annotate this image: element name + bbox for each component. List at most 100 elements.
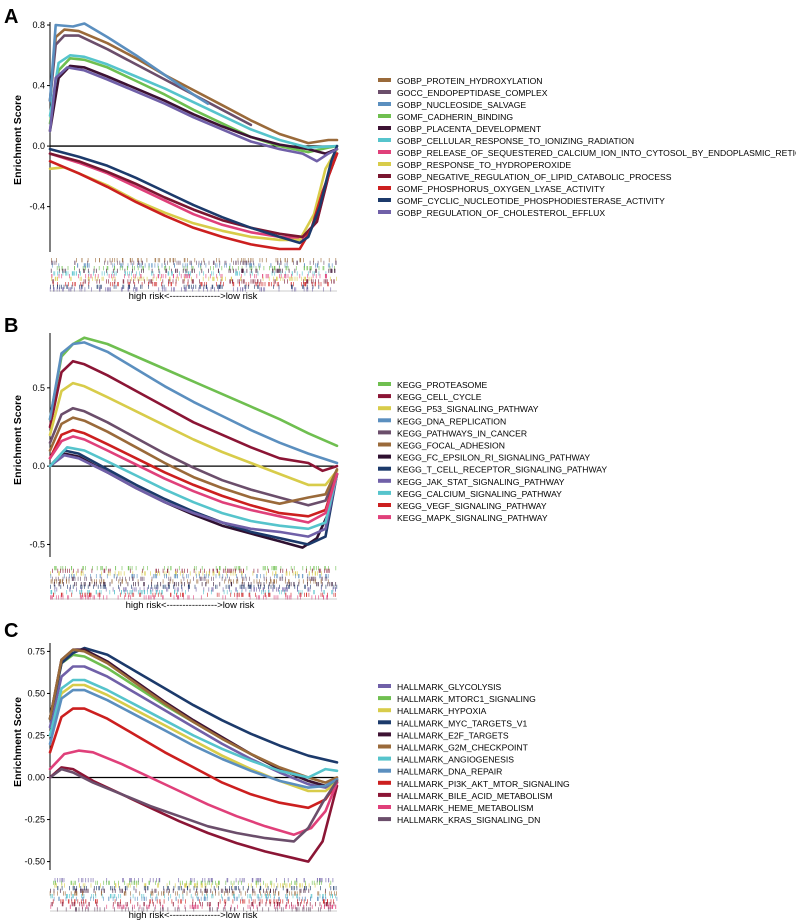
y-axis-label: Enrichment Score: [12, 95, 24, 185]
rug-strip-c: [49, 878, 338, 912]
legend-swatch: [378, 817, 391, 822]
legend-swatch: [378, 102, 391, 106]
y-tick-label: 0.50: [27, 688, 45, 698]
legend-label: GOCC_ENDOPEPTIDASE_COMPLEX: [397, 88, 548, 98]
series-line-gobp-cellular-response-to-ionizing-radiation: [48, 54, 339, 149]
legend-swatch: [378, 114, 391, 118]
legend-label: GOBP_REGULATION_OF_CHOLESTEROL_EFFLUX: [397, 208, 605, 218]
y-tick-label: 0.8: [32, 20, 45, 30]
legend-swatch: [378, 406, 391, 411]
y-tick-label: 0.5: [32, 383, 45, 393]
legend-label: KEGG_MAPK_SIGNALING_PATHWAY: [397, 513, 548, 523]
plot-area-a: 0.8 0.4 0.0 -0.4: [29, 20, 339, 252]
y-axis-label: Enrichment Score: [12, 697, 24, 787]
legend-swatch: [378, 174, 391, 178]
legend-swatch: [378, 138, 391, 142]
legend-label: HALLMARK_GLYCOLYSIS: [397, 682, 502, 692]
x-axis-caption: high risk<---------------->low risk: [129, 910, 258, 921]
legend-label: HALLMARK_HEME_METABOLISM: [397, 803, 533, 813]
y-tick-label: 0.25: [27, 730, 45, 740]
legend-swatch: [378, 515, 391, 520]
legend-label: GOBP_PROTEIN_HYDROXYLATION: [397, 76, 543, 86]
legend-swatch: [378, 418, 391, 423]
series-line-gobp-protein-hydroxylation: [48, 28, 339, 145]
series-line-gocc-endopeptidase-complex: [48, 34, 253, 127]
y-tick-label: -0.50: [24, 857, 45, 867]
legend-label: GOMF_CYCLIC_NUCLEOTIDE_PHOSPHODIESTERASE…: [397, 196, 665, 206]
series-line-kegg-dna-replication: [48, 341, 339, 465]
legend-label: GOBP_RELEASE_OF_SEQUESTERED_CALCIUM_ION_…: [397, 148, 796, 158]
y-tick-label: -0.25: [24, 815, 45, 825]
series-line-hallmark-angiogenesis: [48, 678, 339, 779]
legend-swatch: [378, 732, 391, 737]
legend-swatch: [378, 780, 391, 785]
panel-c: C Enrichment Score 0.75 0.50 0.25 0.00 -0.25…: [4, 620, 570, 921]
legend-label: HALLMARK_ANGIOGENESIS: [397, 755, 514, 765]
y-tick-label: -0.5: [29, 539, 45, 549]
legend-swatch: [378, 720, 391, 725]
series-line-kegg-cell-cycle: [48, 359, 339, 473]
legend-label: GOBP_CELLULAR_RESPONSE_TO_IONIZING_RADIA…: [397, 136, 634, 146]
series-line-hallmark-bile-acid-metabolism: [48, 766, 339, 863]
legend-swatch: [378, 478, 391, 483]
legend-label: KEGG_DNA_REPLICATION: [397, 416, 506, 426]
legend-label: KEGG_P53_SIGNALING_PATHWAY: [397, 404, 539, 414]
legend-swatch: [378, 126, 391, 130]
legend-label: GOBP_RESPONSE_TO_HYDROPEROXIDE: [397, 160, 571, 170]
legend-a: GOBP_PROTEIN_HYDROXYLATION GOCC_ENDOPEPTI…: [378, 76, 796, 218]
series-line-hallmark-hypoxia: [48, 683, 339, 793]
panel-a: A Enrichment Score 0.8 0.4 0.0 -0.4 high ri…: [4, 6, 796, 302]
legend-label: KEGG_PROTEASOME: [397, 380, 488, 390]
legend-swatch: [378, 744, 391, 749]
legend-label: HALLMARK_MTORC1_SIGNALING: [397, 694, 536, 704]
y-tick-label: 0.0: [32, 141, 45, 151]
legend-label: KEGG_CALCIUM_SIGNALING_PATHWAY: [397, 489, 562, 499]
series-line-hallmark-myc-targets-v1: [48, 646, 339, 764]
legend-swatch: [378, 503, 391, 507]
series-line-gobp-regulation-of-cholesterol-efflux: [48, 66, 339, 163]
series-line-gomf-cadherin-binding: [48, 57, 339, 154]
legend-b: KEGG_PROTEASOME KEGG_CELL_CYCLE KEGG_P53_S…: [378, 380, 607, 523]
y-axis-label: Enrichment Score: [12, 395, 24, 485]
series-line-kegg-mapk-signaling-pathway: [48, 435, 339, 524]
series-line-gobp-negative-regulation-of-lipid-catabolic-process: [48, 152, 339, 239]
legend-swatch: [378, 756, 391, 761]
panel-label-a: A: [4, 6, 18, 28]
panel-label-c: C: [4, 620, 18, 642]
series-line-gobp-placenta-development: [48, 64, 339, 155]
legend-swatch: [378, 466, 391, 471]
series-line-gomf-cyclic-nucleotide-phosphodiesterase-activity: [48, 144, 339, 245]
legend-swatch: [378, 696, 391, 701]
rug-strip-b: [50, 566, 338, 600]
legend-swatch: [378, 768, 391, 773]
series-line-gobp-nucleoside-salvage: [48, 22, 210, 105]
legend-c: HALLMARK_GLYCOLYSIS HALLMARK_MTORC1_SIGNA…: [378, 682, 570, 825]
x-axis-caption: high risk<---------------->low risk: [129, 291, 258, 302]
legend-label: HALLMARK_PI3K_AKT_MTOR_SIGNALING: [397, 779, 570, 789]
legend-label: KEGG_CELL_CYCLE: [397, 392, 482, 402]
legend-swatch: [378, 442, 391, 447]
panel-label-b: B: [4, 315, 18, 337]
rug-strip-a: [49, 258, 337, 292]
legend-swatch: [378, 78, 391, 82]
series-line-kegg-calcium-signaling-pathway: [48, 446, 339, 531]
y-tick-label: -0.4: [29, 202, 45, 212]
panel-b: B Enrichment Score 0.5 0.0 -0.5 high risk<…: [4, 315, 607, 611]
y-tick-label: 0.75: [27, 646, 45, 656]
legend-swatch: [378, 792, 391, 797]
series-line-hallmark-glycolysis: [48, 665, 339, 789]
plot-area-c: 0.75 0.50 0.25 0.00 -0.25 -0.50: [24, 643, 339, 870]
series-line-hallmark-dna-repair: [48, 688, 339, 789]
legend-swatch: [378, 162, 391, 166]
legend-swatch: [378, 490, 391, 495]
series-line-hallmark-kras-signaling-dn: [48, 767, 339, 843]
series-line-kegg-focal-adhesion: [48, 416, 339, 505]
legend-swatch: [378, 454, 391, 459]
series-line-kegg-pathways-in-cancer: [48, 406, 339, 507]
legend-label: HALLMARK_HYPOXIA: [397, 706, 487, 716]
legend-label: GOBP_NEGATIVE_REGULATION_OF_LIPID_CATABO…: [397, 172, 672, 182]
legend-label: HALLMARK_E2F_TARGETS: [397, 730, 509, 740]
series-line-gobp-response-to-hydroperoxide: [48, 147, 339, 242]
legend-label: GOBP_NUCLEOSIDE_SALVAGE: [397, 100, 526, 110]
